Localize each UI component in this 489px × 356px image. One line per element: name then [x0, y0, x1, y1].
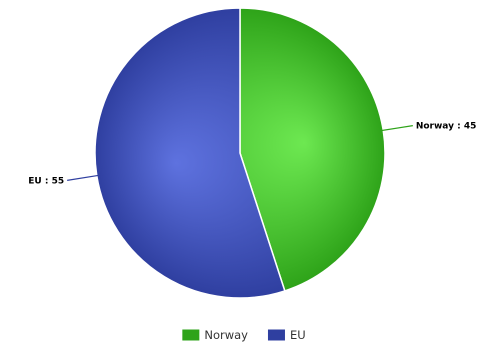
legend-swatch-norway	[182, 329, 200, 341]
labels-layer: Norway : 45 EU : 55	[28, 122, 476, 187]
legend-item-norway[interactable]: Norway	[182, 328, 248, 342]
legend-label-eu: EU	[290, 328, 306, 342]
legend-swatch-eu	[267, 329, 285, 341]
slice-label-norway: Norway : 45	[416, 122, 477, 132]
legend: Norway EU	[182, 328, 306, 342]
leader-line-eu	[67, 174, 100, 181]
legend-label-norway: Norway	[204, 328, 248, 342]
slices-layer	[94, 7, 386, 299]
leader-line-norway	[380, 125, 413, 132]
slice-label-eu: EU : 55	[28, 176, 64, 186]
legend-item-eu[interactable]: EU	[267, 328, 306, 342]
